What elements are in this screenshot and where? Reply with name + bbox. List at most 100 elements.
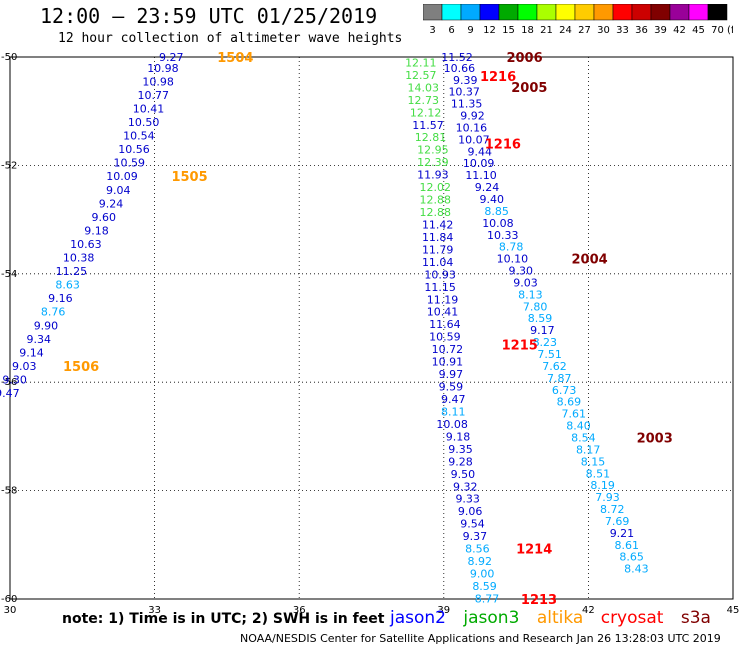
data-point-label: 10.09 xyxy=(106,170,138,183)
data-point-label: 9.35 xyxy=(448,443,473,456)
colorbar-label: 21 xyxy=(540,25,553,36)
data-point-label: 9.40 xyxy=(480,193,505,206)
data-point-label: 7.93 xyxy=(595,491,620,504)
pass-time-annotation: 1216 xyxy=(485,138,521,153)
data-point-label: 8.77 xyxy=(475,592,500,605)
colorbar-label: 15 xyxy=(502,25,515,36)
data-point-label: 10.59 xyxy=(429,331,461,344)
data-point-label: 10.59 xyxy=(113,157,145,170)
colorbar-label: 30 xyxy=(597,25,610,36)
colorbar-label: 18 xyxy=(521,25,534,36)
data-point-label: 12.73 xyxy=(407,94,439,107)
data-point-label: 9.54 xyxy=(460,518,485,531)
data-point-label: 10.37 xyxy=(448,86,480,99)
data-point-label: 8.17 xyxy=(576,443,601,456)
legend-altika: altika xyxy=(536,608,584,628)
x-tick-label: 33 xyxy=(148,605,161,616)
footer-credit: NOAA/NESDIS Center for Satellite Applica… xyxy=(240,632,721,645)
pass-time-annotation: 1216 xyxy=(480,70,516,85)
data-point-label: 10.50 xyxy=(128,116,160,129)
chart-subtitle: 12 hour collection of altimeter wave hei… xyxy=(58,31,403,46)
colorbar-label: 3 xyxy=(429,25,435,36)
plot-frame xyxy=(9,56,734,600)
data-point-label: 9.47 xyxy=(441,393,466,406)
y-tick-label: -56 xyxy=(1,377,17,388)
data-point-label: 9.21 xyxy=(610,527,635,540)
pass-time-annotation: 1213 xyxy=(521,593,557,608)
legend-jason2: jason2 xyxy=(390,608,446,628)
data-point-label: 6.73 xyxy=(552,384,577,397)
data-point-label: 12.39 xyxy=(417,156,449,169)
data-point-label: 8.85 xyxy=(484,205,509,218)
data-point-label: 7.87 xyxy=(547,372,572,385)
colorbar-label: (ft) xyxy=(727,25,733,36)
data-point-label: 8.69 xyxy=(557,396,582,409)
data-point-label: 11.35 xyxy=(451,98,483,111)
data-point-label: 10.63 xyxy=(70,238,102,251)
pass-time-annotation: 1506 xyxy=(63,360,99,375)
data-point-label: 8.72 xyxy=(600,503,625,516)
data-point-label: 12.88 xyxy=(420,194,452,207)
data-point-label: 9.34 xyxy=(26,333,51,346)
data-point-label: 11.25 xyxy=(56,265,88,278)
pass-time-annotation: 1214 xyxy=(516,543,552,558)
colorbar-label: 42 xyxy=(673,25,686,36)
data-point-label: 12.02 xyxy=(420,181,452,194)
data-point-label: 10.07 xyxy=(458,133,490,146)
data-point-label: 8.78 xyxy=(499,241,524,254)
data-point-label: 9.24 xyxy=(99,197,124,210)
data-point-label: 10.77 xyxy=(138,89,170,102)
data-point-label: 8.63 xyxy=(55,279,80,292)
data-point-label: 8.59 xyxy=(472,580,497,593)
data-point-label: 10.91 xyxy=(432,356,464,369)
data-point-label: 8.19 xyxy=(590,479,615,492)
data-point-label: 8.40 xyxy=(566,420,591,433)
data-point-label: 8.43 xyxy=(624,563,649,576)
data-point-label: 8.92 xyxy=(468,555,493,568)
data-point-label: 10.38 xyxy=(63,252,95,265)
colorbar-label: 12 xyxy=(483,25,496,36)
data-point-label: 12.95 xyxy=(417,144,449,157)
satellite-legend: jason2 jason3 altika cryosat s3a xyxy=(390,608,723,628)
legend-cryosat: cryosat xyxy=(600,608,664,628)
data-point-label: 9.24 xyxy=(475,181,500,194)
data-point-label: 9.39 xyxy=(453,74,478,87)
pass-time-annotation: 2004 xyxy=(572,253,608,268)
data-point-label: 10.16 xyxy=(456,121,488,134)
data-point-label: 9.92 xyxy=(460,110,485,123)
data-point-label: 9.06 xyxy=(458,505,483,518)
data-point-label: 14.03 xyxy=(407,81,439,94)
data-point-label: 12.12 xyxy=(410,106,442,119)
data-point-label: 9.03 xyxy=(513,276,538,289)
data-point-label: 9.18 xyxy=(84,224,109,237)
chart-title: 12:00 – 23:59 UTC 01/25/2019 xyxy=(40,4,378,28)
data-point-label: 10.10 xyxy=(497,253,529,266)
data-point-label: 10.72 xyxy=(432,343,464,356)
pass-time-annotation: 2005 xyxy=(511,81,547,96)
data-point-label: 8.13 xyxy=(518,288,543,301)
data-point-label: 9.28 xyxy=(448,455,473,468)
x-tick-label: 30 xyxy=(4,605,17,616)
data-point-label: 8.61 xyxy=(615,539,640,552)
data-point-label: 10.56 xyxy=(118,143,150,156)
y-tick-label: -60 xyxy=(1,594,17,605)
data-point-label: 9.27 xyxy=(159,51,184,64)
data-point-label: 11.19 xyxy=(427,293,459,306)
data-point-label: 9.16 xyxy=(48,292,73,305)
x-tick-label: 42 xyxy=(582,605,595,616)
data-point-label: 10.93 xyxy=(424,268,456,281)
colorbar-label: 27 xyxy=(578,25,591,36)
y-tick-label: -50 xyxy=(1,52,17,63)
x-tick-label: 39 xyxy=(437,605,450,616)
data-point-label: 11.10 xyxy=(465,169,497,182)
pass-time-annotation: 1504 xyxy=(217,51,253,66)
data-point-label: 12.11 xyxy=(405,56,437,69)
data-point-label: 11.79 xyxy=(422,243,454,256)
data-point-label: 8.76 xyxy=(41,306,66,319)
data-point-label: 7.80 xyxy=(523,300,548,313)
data-point-label: 10.66 xyxy=(444,62,476,75)
data-point-label: 12.81 xyxy=(415,131,447,144)
